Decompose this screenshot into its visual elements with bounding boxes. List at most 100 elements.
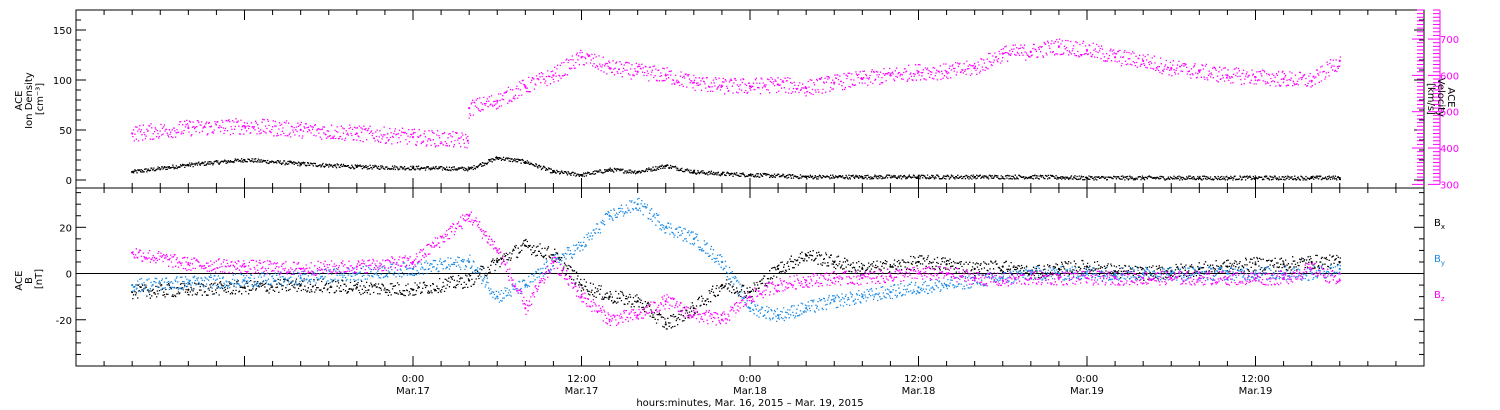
legend-bx-series: Bx xyxy=(1434,218,1445,231)
ion-density-series-point xyxy=(748,173,752,177)
by-series-point xyxy=(748,307,752,310)
x-tick-label-date: Mar.19 xyxy=(1239,386,1273,397)
bx-series-point xyxy=(973,267,976,271)
x-tick-label-date: Mar.17 xyxy=(396,386,430,397)
velocity-series-point xyxy=(608,67,611,70)
ion-density-series-point xyxy=(299,162,302,166)
bz-series-point xyxy=(187,263,190,266)
bx-series-point xyxy=(889,265,892,268)
ion-density-series-point xyxy=(1029,175,1032,179)
velocity-series-point xyxy=(1113,56,1117,59)
velocity-series-point xyxy=(945,70,948,73)
by-series-point xyxy=(1226,272,1229,275)
bz-series-point xyxy=(524,307,527,310)
bx-series-point xyxy=(692,307,695,310)
velocity-series-point xyxy=(524,85,527,88)
bx-series-point xyxy=(355,286,358,289)
bx-series-point xyxy=(748,290,752,294)
velocity-series-point xyxy=(861,77,864,81)
bz-series-point xyxy=(917,272,920,275)
velocity-series-point xyxy=(1282,77,1285,81)
velocity-series-point xyxy=(1057,45,1061,48)
y-tick-label: 50 xyxy=(59,126,72,137)
by-series-point xyxy=(636,203,639,206)
bz-series-point xyxy=(636,314,639,317)
velocity-series-point xyxy=(411,136,415,139)
bz-series-point xyxy=(131,251,134,254)
velocity-series-point xyxy=(243,125,246,128)
velocity-series-point xyxy=(552,74,555,77)
by-series-point xyxy=(664,226,667,229)
bx-series-point xyxy=(468,279,471,282)
by-series-point xyxy=(1310,272,1313,275)
y-tick-label: 0 xyxy=(66,176,72,187)
velocity-series-point xyxy=(1142,59,1145,62)
velocity-series-point xyxy=(466,139,469,142)
bx-series-point xyxy=(1057,267,1061,271)
bz-series-point xyxy=(552,260,555,264)
ion-density-series-point xyxy=(1142,176,1145,180)
by-series-point xyxy=(917,286,920,289)
bx-series-point xyxy=(805,253,808,257)
by-series-point xyxy=(496,295,499,298)
y-tick-label: 150 xyxy=(53,26,72,37)
x-tick-label-date: Mar.17 xyxy=(565,386,599,397)
bx-series-point xyxy=(1113,270,1117,273)
ion-density-series-point xyxy=(861,175,864,179)
by-series-point xyxy=(1113,272,1117,275)
x-axis-title: hours:minutes, Mar. 16, 2015 – Mar. 19, … xyxy=(636,398,863,409)
legend-bz-series: Bz xyxy=(1434,290,1445,303)
ion-density-series-point xyxy=(973,175,976,179)
by-series-point xyxy=(1170,272,1173,275)
by-series-points xyxy=(132,197,1341,323)
tick-layer: 0:00Mar.1712:00Mar.170:00Mar.1812:00Mar.… xyxy=(53,9,1459,397)
y2-tick-label: 500 xyxy=(1440,108,1459,119)
by-series-point xyxy=(1254,272,1257,275)
bx-series-point xyxy=(1338,260,1341,264)
bz-series-point xyxy=(973,277,976,280)
bz-series-point xyxy=(1282,277,1285,280)
x-tick-label-date: Mar.18 xyxy=(733,386,767,397)
bz-series-point xyxy=(1142,277,1145,280)
by-series-point xyxy=(889,290,892,294)
bz-series-point xyxy=(580,295,583,298)
by-series-point xyxy=(861,295,864,298)
ion-density-series-point xyxy=(355,165,358,169)
by-series-point xyxy=(608,214,611,217)
ion-density-series-point xyxy=(580,173,583,177)
bz-series-point xyxy=(1001,279,1004,282)
ion-density-series xyxy=(131,156,1341,181)
bz-series-point xyxy=(355,265,358,268)
ion-density-series-point xyxy=(468,167,471,171)
legend: Bx By Bz xyxy=(1434,218,1445,303)
bx-series-point xyxy=(299,283,302,287)
bz-series-point xyxy=(411,260,415,264)
velocity-series-point xyxy=(496,99,499,102)
bz-series-point xyxy=(692,314,695,317)
bz-series-point xyxy=(861,277,864,280)
velocity-series-point xyxy=(833,81,836,84)
ion-density-series-point xyxy=(720,172,724,176)
bz-series-point xyxy=(299,267,302,271)
velocity-series-point xyxy=(720,85,724,88)
velocity-series-point xyxy=(131,132,134,135)
x-tick-label-time: 0:00 xyxy=(1076,374,1098,385)
y2-tick-label: 600 xyxy=(1440,71,1459,82)
velocity-series-point xyxy=(973,67,976,70)
bx-series xyxy=(131,238,1341,330)
by-series-point xyxy=(720,260,724,264)
ion-density-series-point xyxy=(411,166,415,170)
by-series-point xyxy=(411,267,415,271)
by-series-point xyxy=(468,260,471,264)
y-tick-label: 20 xyxy=(59,223,72,234)
legend-by-series: By xyxy=(1434,254,1445,267)
ion-density-series-point xyxy=(243,158,246,162)
bz-series-point xyxy=(1310,267,1313,271)
velocity-series-point xyxy=(664,74,667,77)
velocity-series-point xyxy=(636,70,639,73)
by-series-point xyxy=(299,277,302,280)
top-right-axis-label: ACE Velocity [km/s] xyxy=(1425,78,1456,120)
velocity-series xyxy=(131,38,1341,149)
velocity-series-points xyxy=(132,38,1341,149)
y-tick-label: 100 xyxy=(53,76,72,87)
